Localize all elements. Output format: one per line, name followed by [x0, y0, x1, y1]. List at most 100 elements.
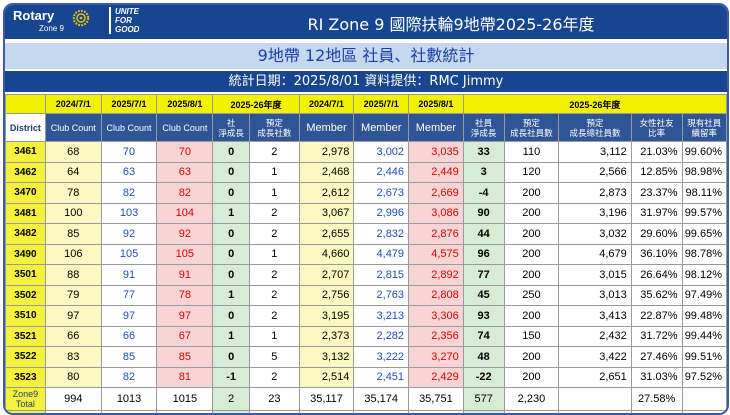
zone-total-label: Zone9 Total: [5, 387, 46, 411]
header-total-target: 預定 成長總社員數: [558, 113, 632, 142]
cell-total-target: 3,413: [558, 305, 632, 327]
cell-empty: [503, 410, 560, 413]
cell-club-net: 1: [212, 202, 251, 224]
cell-female: 31.72%: [630, 325, 683, 347]
cell-member-target: 250: [503, 284, 560, 306]
cell-c2025-8: 70: [156, 141, 214, 163]
cell-member-net: 3: [462, 161, 505, 183]
cell-m2025-7: 2,815: [353, 264, 410, 286]
cell-m2025-7: 3,002: [353, 141, 410, 163]
cell-total-target: 3,196: [558, 202, 632, 224]
cell-retention: 99.60%: [681, 141, 727, 163]
cell-m2024: 2,756: [298, 284, 355, 306]
cell-member-net: 96: [462, 243, 505, 265]
cell-m2025-8: 2,808: [408, 284, 464, 306]
table-row: 3501 88 91 91 0 2 2,707 2,815 2,892 77 200 3,015 26.…: [5, 264, 727, 286]
cell-m2025-8: 2,876: [408, 223, 464, 245]
cell-club-target: 2: [249, 141, 300, 163]
cell-m2024: 4,660: [298, 243, 355, 265]
unite-line: GOOD: [115, 25, 140, 34]
cell-retention: 98.98%: [681, 161, 727, 183]
cell-club-target: 2: [249, 284, 300, 306]
cell-female: 35.62%: [630, 284, 683, 306]
cell-m2025-8: 3,086: [408, 202, 464, 224]
table-row: 3502 79 77 78 1 2 2,756 2,763 2,808 45 250 3,013 35.…: [5, 284, 727, 306]
cell-c2025-8: 104: [156, 202, 214, 224]
cell-retention: 97.49%: [681, 284, 727, 306]
header-club-target: 預定 成長社數: [249, 113, 300, 142]
table-row: 3462 64 63 63 0 1 2,468 2,446 2,449 3 120 2,566 12.8…: [5, 161, 727, 183]
table-row: 3523 80 82 81 -1 2 2,514 2,451 2,429 -22 200 2,651 3…: [5, 366, 727, 388]
cell-club-target: 23: [249, 387, 300, 411]
cell-m2025-7: 1,124,681: [353, 410, 410, 413]
cell-retention: 97.52%: [681, 366, 727, 388]
cell-c2025-8: 105: [156, 243, 214, 265]
cell-c2024: 106: [44, 243, 102, 265]
header-member-target: 預定 成長社員數: [503, 113, 560, 142]
table-row: 3490 106 105 105 0 1 4,660 4,479 4,575 96 200 4,679…: [5, 243, 727, 265]
header-date: 2025/8/1: [408, 94, 464, 114]
cell-club-net: 0: [212, 182, 251, 204]
header-member: Member: [353, 113, 410, 142]
cell-c2025-7: 97: [100, 305, 158, 327]
cell-m2025-7: 2,446: [353, 161, 410, 183]
cell-club-net: 0: [212, 223, 251, 245]
cell-m2024: 2,707: [298, 264, 355, 286]
cell-c2025-7: 85: [100, 346, 158, 368]
cell-c2025-7: 82: [100, 182, 158, 204]
header-female-ratio: 女性社友 比率: [630, 113, 683, 142]
zone-total-row: Zone9 Total 994 1013 1015 2 23 35,117 35,174 35,7…: [5, 387, 727, 411]
cell-district: 3470: [5, 182, 46, 204]
cell-district: 3482: [5, 223, 46, 245]
cell-c2025-7: 77: [100, 284, 158, 306]
world-total-row: WorldToTal36,50836,35836,428701,134,3031…: [5, 410, 727, 413]
cell-total-target: 3,013: [558, 284, 632, 306]
statistics-table: 2024/7/1 2025/7/1 2025/8/1 2025-26年度 202…: [5, 94, 727, 413]
cell-c2025-7: 70: [100, 141, 158, 163]
header-date: 2025/7/1: [100, 94, 158, 114]
cell-m2025-8: 3,270: [408, 346, 464, 368]
header-date: 2025/7/1: [353, 94, 410, 114]
page-title: RI Zone 9 國際扶輪9地帶2025-26年度: [307, 15, 595, 34]
cell-total-target: 3,422: [558, 346, 632, 368]
rotary-logo-text: Rotary: [13, 8, 55, 23]
cell-club-net: 1: [212, 284, 251, 306]
cell-district: 3521: [5, 325, 46, 347]
cell-c2025-7: 63: [100, 161, 158, 183]
cell-m2025-8: 2,449: [408, 161, 464, 183]
cell-m2025-8: 2,356: [408, 325, 464, 347]
report-frame: Rotary Zone 9 UNITE FOR GOOD RI Zone 9 國…: [3, 3, 729, 415]
label-line: World: [8, 412, 43, 413]
cell-club-target: 2: [249, 202, 300, 224]
header-year: 2025-26年度: [462, 94, 727, 114]
cell-district: 3462: [5, 161, 46, 183]
cell-c2025-7: 103: [100, 202, 158, 224]
cell-retention: 99.65%: [681, 223, 727, 245]
header-district: District: [5, 113, 46, 142]
cell-female: 27.00%: [630, 410, 683, 413]
cell-empty: [558, 387, 632, 411]
cell-c2025-8: 81: [156, 366, 214, 388]
cell-female: 27.46%: [630, 346, 683, 368]
cell-district: 3501: [5, 264, 46, 286]
cell-c2025-8: 91: [156, 264, 214, 286]
cell-empty: [249, 410, 300, 413]
cell-total-target: 2,651: [558, 366, 632, 388]
cell-c2025-8: 78: [156, 284, 214, 306]
header-corner: [5, 94, 46, 114]
cell-female: 31.03%: [630, 366, 683, 388]
cell-district: 3522: [5, 346, 46, 368]
cell-total-target: 2,873: [558, 182, 632, 204]
cell-female: 31.97%: [630, 202, 683, 224]
cell-c2025-7: 91: [100, 264, 158, 286]
header-club-count: Club Count: [44, 113, 102, 142]
cell-member-target: 200: [503, 346, 560, 368]
cell-member-net: -22: [462, 366, 505, 388]
cell-member-target: 150: [503, 325, 560, 347]
table-row: 3482 85 92 92 0 2 2,655 2,832 2,876 44 200 3,032 29.…: [5, 223, 727, 245]
cell-club-target: 2: [249, 264, 300, 286]
cell-m2024: 2,655: [298, 223, 355, 245]
header-labels-row: District Club Count Club Count Club Coun…: [5, 113, 727, 142]
cell-total-target: 4,679: [558, 243, 632, 265]
cell-m2025-8: 1,141,253: [408, 410, 464, 413]
